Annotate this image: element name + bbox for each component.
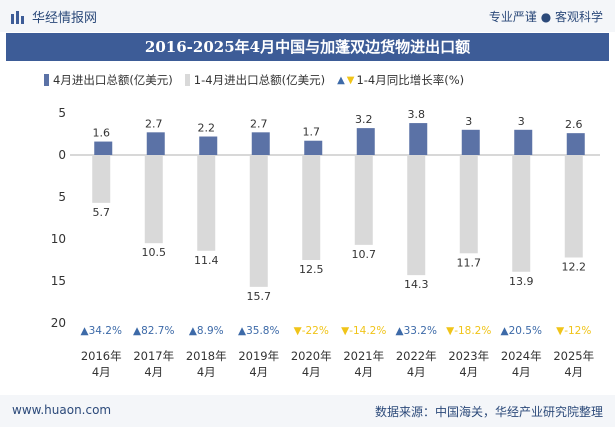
x-tick-label: 4月: [197, 365, 216, 379]
legend-item-growth: ▲ ▼ 1-4月同比增长率(%): [337, 72, 464, 88]
growth-rate-label: ▲35.8%: [238, 325, 279, 337]
cumulative-bar: [92, 155, 111, 203]
chart-plot: 5 0 5 10 15 20 5.7 1.6 ▲34.2% 2016年 4月 10.5 2.7 ▲82.7…: [51, 106, 600, 379]
monthly-value-label: 2.6: [565, 118, 583, 131]
x-tick-label: 2024年: [501, 349, 542, 363]
monthly-value-label: 1.7: [303, 126, 321, 139]
cumulative-value-label: 14.3: [404, 278, 429, 291]
monthly-value-label: 1.6: [93, 127, 111, 140]
legend-swatch-monthly: [44, 74, 49, 86]
monthly-value-label: 3.8: [408, 108, 426, 121]
cumulative-bar: [144, 155, 163, 244]
cumulative-bar: [564, 155, 583, 258]
brand-name: 华经情报网: [32, 11, 98, 26]
legend-item-monthly: 4月进出口总额(亿美元): [44, 72, 173, 88]
monthly-value-label: 3: [465, 115, 472, 128]
growth-rate-label: ▼-12%: [556, 325, 591, 337]
cumulative-value-label: 13.9: [509, 275, 534, 288]
x-tick-label: 2021年: [343, 349, 384, 363]
legend: 4月进出口总额(亿美元) 1-4月进出口总额(亿美元) ▲ ▼ 1-4月同比增长…: [44, 71, 476, 89]
x-tick-label: 2025年: [553, 349, 594, 363]
y-tick-label: 15: [51, 274, 66, 288]
x-tick-label: 2022年: [396, 349, 437, 363]
monthly-bar: [94, 141, 113, 155]
legend-label-cumulative: 1-4月进出口总额(亿美元): [193, 73, 326, 87]
monthly-bar: [461, 129, 480, 155]
x-tick-label: 2019年: [238, 349, 279, 363]
legend-label-monthly: 4月进出口总额(亿美元): [53, 73, 173, 87]
top-bar: 华经情报网 专业严谨 ● 客观科学: [0, 0, 615, 32]
growth-rate-label: ▲82.7%: [133, 325, 174, 337]
cumulative-value-label: 10.5: [142, 246, 167, 259]
cumulative-bar: [249, 155, 268, 287]
site-url[interactable]: www.huaon.com: [12, 403, 112, 417]
cumulative-value-label: 5.7: [93, 206, 111, 219]
down-triangle-icon: ▼: [346, 74, 355, 86]
growth-rate-label: ▲8.9%: [189, 325, 224, 337]
y-tick-label: 5: [58, 106, 66, 120]
y-tick-label: 20: [51, 316, 66, 330]
cumulative-bar: [197, 155, 216, 251]
x-tick-label: 4月: [459, 365, 478, 379]
legend-label-growth: 1-4月同比增长率(%): [356, 73, 465, 87]
cumulative-value-label: 10.7: [352, 248, 377, 261]
monthly-value-label: 2.7: [145, 117, 163, 130]
growth-rate-label: ▼-18.2%: [446, 325, 491, 337]
y-tick-label: 10: [51, 232, 66, 246]
growth-rate-label: ▲20.5%: [501, 325, 542, 337]
x-tick-label: 4月: [354, 365, 373, 379]
y-tick-label: 5: [58, 190, 66, 204]
x-tick-label: 4月: [512, 365, 531, 379]
x-tick-label: 2023年: [448, 349, 489, 363]
growth-rate-label: ▲33.2%: [396, 325, 437, 337]
monthly-bar: [199, 136, 218, 155]
x-tick-label: 2020年: [291, 349, 332, 363]
cumulative-bar: [302, 155, 321, 260]
monthly-bar: [251, 132, 270, 155]
cumulative-bar: [407, 155, 426, 276]
monthly-value-label: 2.2: [198, 122, 216, 135]
chart-title: 2016-2025年4月中国与加蓬双边货物进出口额: [6, 33, 609, 61]
monthly-bar: [566, 133, 585, 155]
legend-swatch-cumulative: [184, 74, 190, 86]
x-tick-label: 4月: [249, 365, 268, 379]
x-tick-label: 2017年: [133, 349, 174, 363]
up-triangle-icon: ▲: [337, 74, 345, 86]
monthly-bar: [409, 123, 428, 155]
monthly-value-label: 3.2: [355, 113, 373, 126]
brand[interactable]: 华经情报网: [10, 7, 97, 26]
x-tick-label: 4月: [302, 365, 321, 379]
monthly-value-label: 3: [518, 115, 525, 128]
growth-rate-label: ▲34.2%: [81, 325, 122, 337]
growth-rate-label: ▼-14.2%: [341, 325, 386, 337]
cumulative-value-label: 11.4: [194, 254, 219, 267]
monthly-bar: [514, 129, 533, 155]
x-tick-label: 4月: [92, 365, 111, 379]
logo-icon: [11, 10, 24, 24]
legend-item-cumulative: 1-4月进出口总额(亿美元): [184, 72, 326, 88]
cumulative-value-label: 12.2: [562, 260, 587, 273]
monthly-bar: [356, 128, 375, 155]
x-tick-label: 2016年: [81, 349, 122, 363]
cumulative-value-label: 12.5: [299, 263, 324, 276]
growth-rate-label: ▼-22%: [294, 325, 329, 337]
cumulative-bar: [512, 155, 531, 272]
footer: www.huaon.com 数据来源：中国海关，华经产业研究院整理: [0, 395, 615, 427]
x-tick-label: 4月: [407, 365, 426, 379]
cumulative-value-label: 15.7: [247, 290, 272, 303]
cumulative-bar: [459, 155, 478, 254]
x-tick-label: 4月: [564, 365, 583, 379]
slogan: 专业严谨 ● 客观科学: [488, 10, 603, 24]
x-tick-label: 2018年: [186, 349, 227, 363]
cumulative-value-label: 11.7: [457, 256, 482, 269]
monthly-bar: [146, 132, 165, 155]
x-tick-label: 4月: [144, 365, 163, 379]
y-tick-label: 0: [58, 148, 66, 162]
monthly-value-label: 2.7: [250, 117, 268, 130]
data-source: 数据来源：中国海关，华经产业研究院整理: [374, 405, 603, 419]
cumulative-bar: [354, 155, 373, 245]
monthly-bar: [304, 140, 323, 155]
